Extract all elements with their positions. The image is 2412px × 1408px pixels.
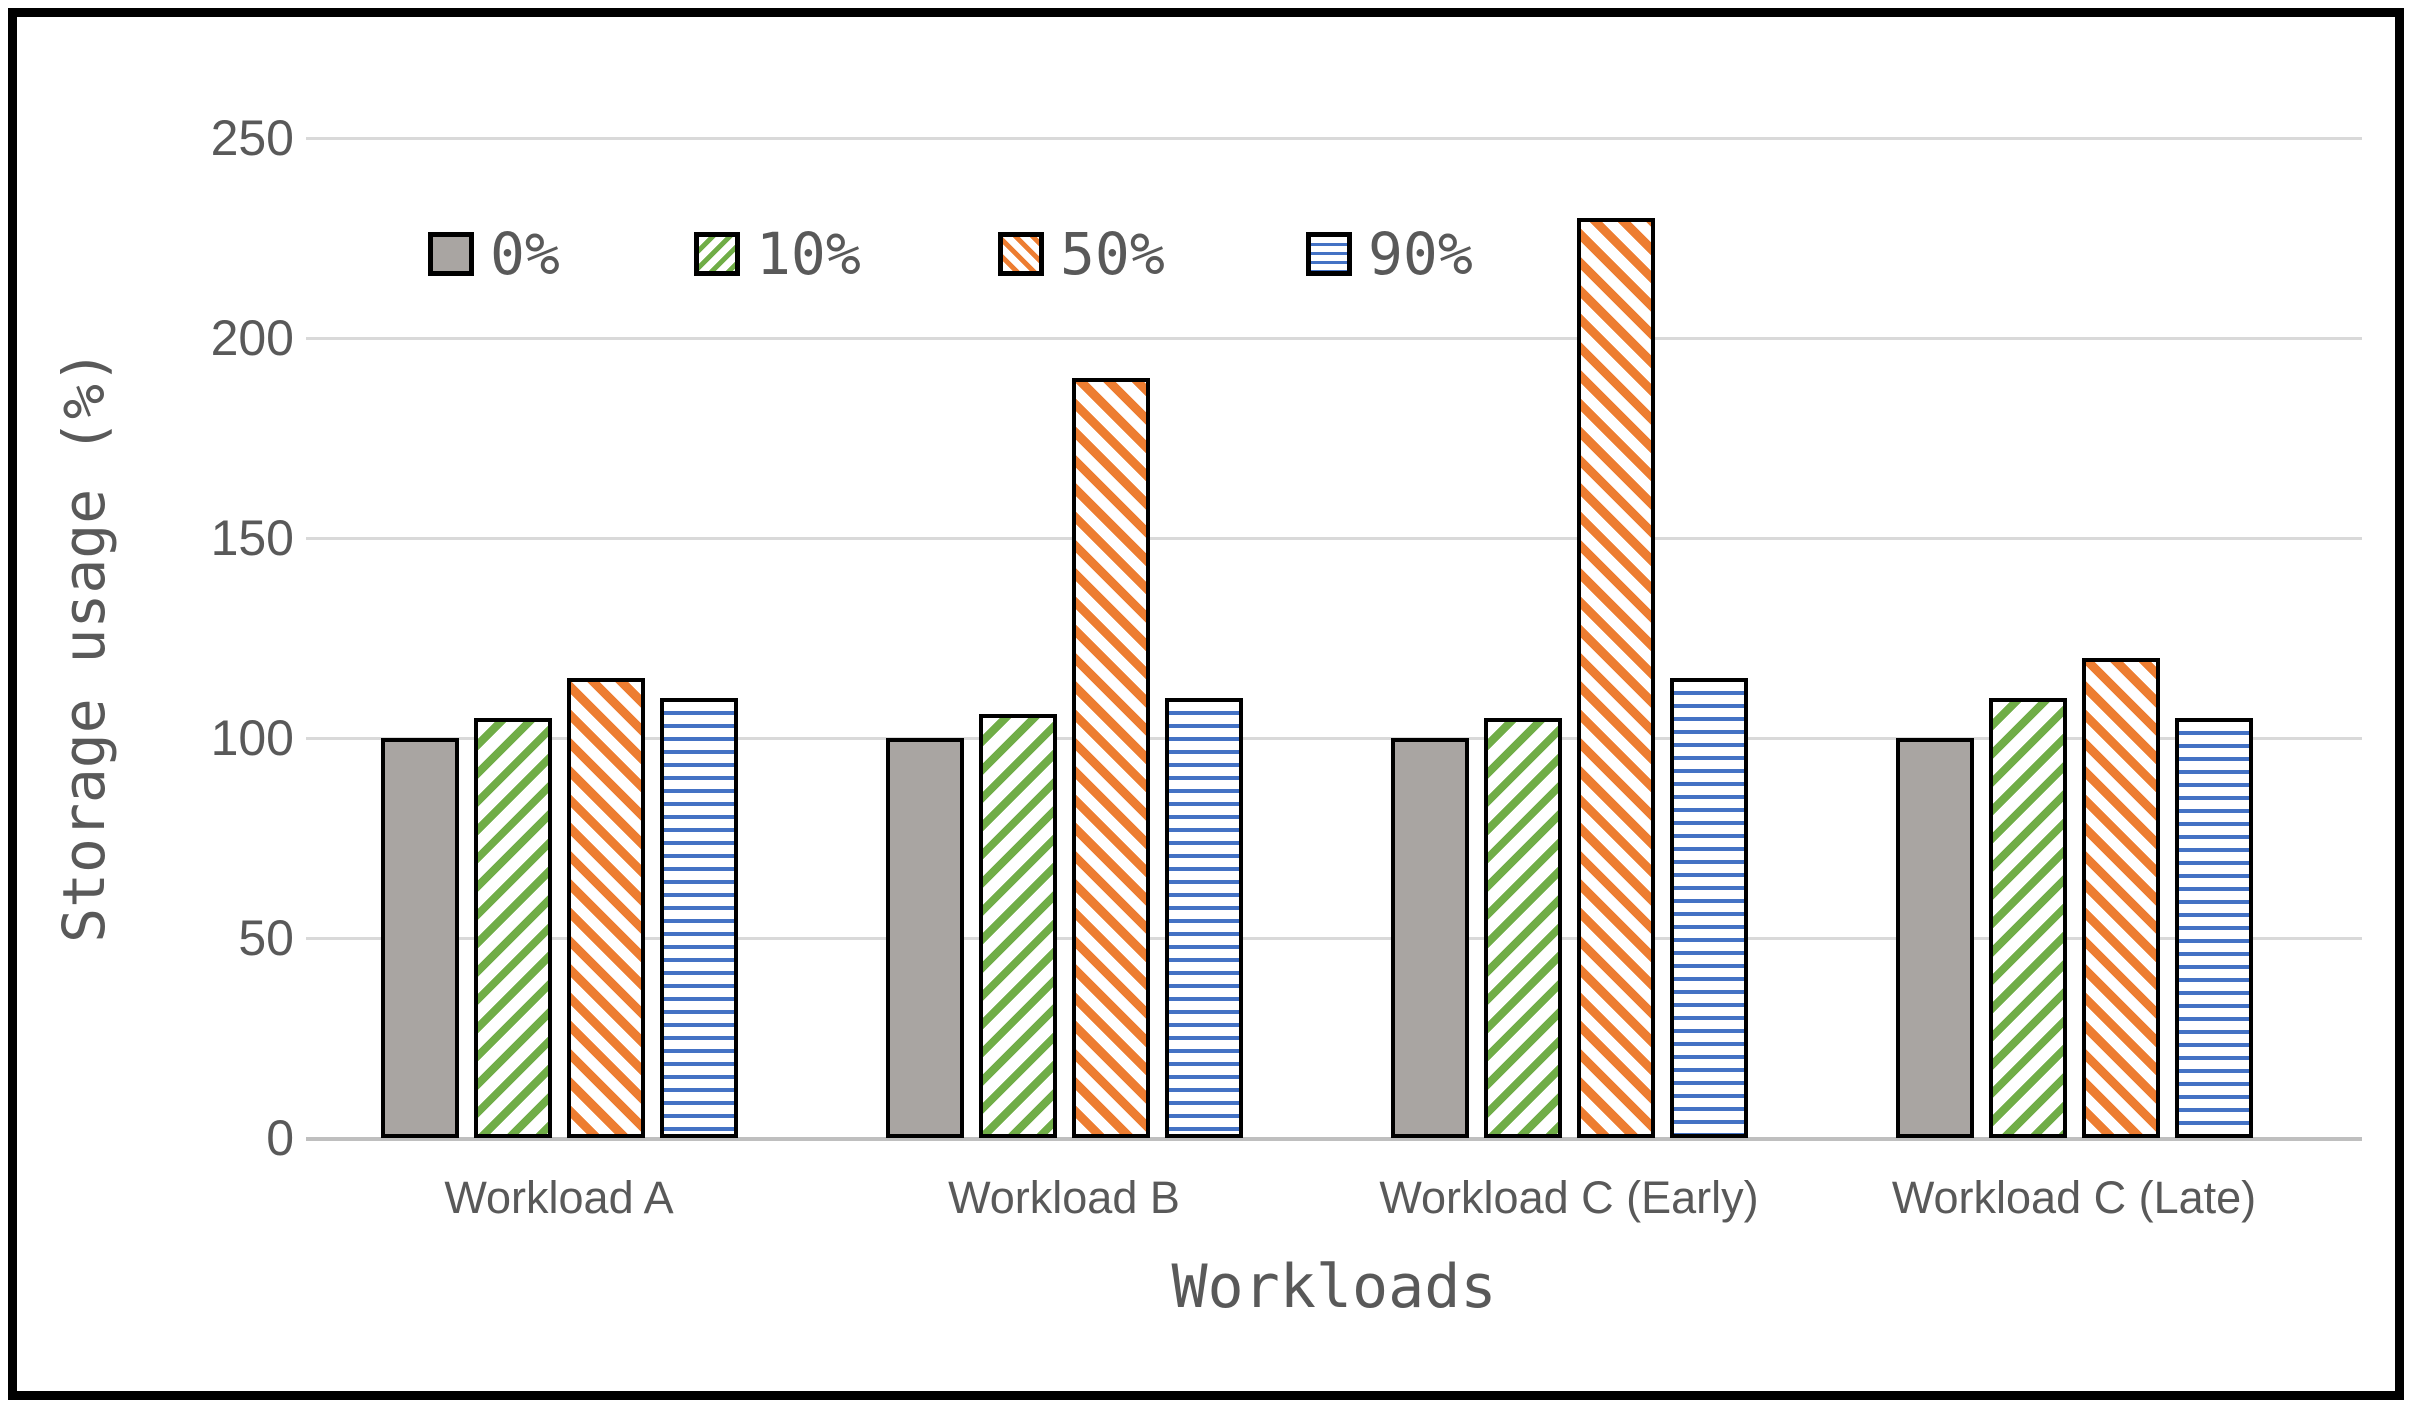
y-tick-label-0: 0 [266,1110,294,1166]
bar-0pct-workload-a [380,738,459,1138]
x-axis-title: Workloads [1171,1252,1497,1322]
bar-10pct-workload-c-late- [1988,698,2067,1138]
bar-90pct-workload-a [659,698,738,1138]
gridline-150 [306,537,2362,540]
legend-label: 10% [756,220,861,288]
x-category-label: Workload B [948,1172,1180,1223]
legend-swatch-90pct [1306,232,1352,276]
legend-swatch-0pct [428,232,474,276]
gridline-250 [306,137,2362,140]
bar-0pct-workload-c-early- [1390,738,1469,1138]
legend-item-50pct: 50% [998,220,1165,288]
legend-item-90pct: 90% [1306,220,1473,288]
legend-item-0pct: 0% [428,220,560,288]
legend-label: 90% [1368,220,1473,288]
y-tick-label-250: 250 [210,110,294,166]
legend-label: 0% [490,220,560,288]
legend-item-10pct: 10% [694,220,861,288]
legend-label: 50% [1060,220,1165,288]
bar-50pct-workload-c-late- [2081,658,2160,1138]
gridline-100 [306,737,2362,740]
x-category-label: Workload C (Late) [1891,1172,2257,1223]
bar-0pct-workload-c-late- [1895,738,1974,1138]
bar-10pct-workload-a [473,718,552,1138]
x-category-label: Workload A [444,1172,674,1223]
legend-swatch-10pct [694,232,740,276]
bar-0pct-workload-b [885,738,964,1138]
x-axis-line [306,1137,2362,1141]
y-axis-title: Storage usage (%) [50,349,118,943]
bar-10pct-workload-c-early- [1483,718,1562,1138]
legend-swatch-50pct [998,232,1044,276]
y-tick-label-200: 200 [210,310,294,366]
y-tick-label-50: 50 [238,910,294,966]
x-category-label: Workload C (Early) [1379,1172,1759,1223]
bar-50pct-workload-c-early- [1576,218,1655,1138]
y-tick-label-100: 100 [210,710,294,766]
bar-10pct-workload-b [978,714,1057,1138]
gridline-200 [306,337,2362,340]
bar-90pct-workload-c-early- [1669,678,1748,1138]
bar-50pct-workload-a [566,678,645,1138]
bar-90pct-workload-b [1164,698,1243,1138]
bar-50pct-workload-b [1071,378,1150,1138]
gridline-50 [306,937,2362,940]
y-tick-label-150: 150 [210,510,294,566]
bar-90pct-workload-c-late- [2174,718,2253,1138]
